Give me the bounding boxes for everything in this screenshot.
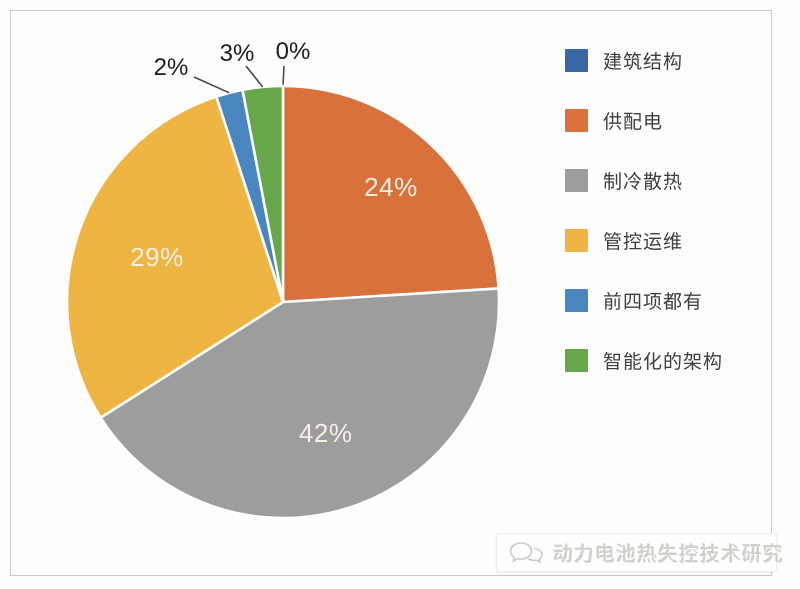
- legend-item-2: 供配电: [565, 108, 723, 133]
- legend-label: 供配电: [603, 111, 664, 133]
- legend-item-1: 建筑结构: [565, 48, 723, 73]
- legend-swatch-icon: [565, 288, 588, 312]
- watermark: 动力电池热失控技术研究: [496, 533, 783, 572]
- chart-border-frame: [10, 10, 772, 576]
- legend-swatch-icon: [565, 168, 588, 192]
- legend-swatch-icon: [565, 108, 588, 132]
- leader-line-1: [282, 65, 285, 87]
- watermark-text: 动力电池热失控技术研究: [553, 544, 784, 566]
- pie-slice-2: [281, 84, 500, 304]
- legend-swatch-icon: [565, 48, 588, 72]
- chart-legend: 建筑结构供配电制冷散热管控运维前四项都有智能化的架构: [565, 48, 723, 408]
- pie-slice-4: [65, 95, 285, 419]
- legend-item-4: 管控运维: [565, 228, 723, 253]
- chat-bubbles-icon: [509, 541, 543, 563]
- legend-swatch-icon: [565, 228, 588, 252]
- pie-slice-label-2: 24%: [364, 172, 418, 203]
- pie-slice-label-1: 0%: [275, 38, 311, 65]
- leader-line-6: [245, 65, 264, 88]
- legend-item-3: 制冷散热: [565, 168, 723, 193]
- legend-swatch-icon: [565, 348, 588, 372]
- pie-slice-label-3: 42%: [298, 418, 353, 449]
- pie-slice-label-4: 29%: [130, 241, 184, 272]
- legend-label: 前四项都有: [603, 291, 704, 313]
- legend-label: 建筑结构: [603, 51, 684, 73]
- pie-slice-label-5: 2%: [153, 54, 189, 81]
- legend-label: 制冷散热: [603, 171, 684, 193]
- legend-label: 管控运维: [603, 231, 684, 253]
- legend-item-6: 智能化的架构: [565, 348, 724, 373]
- leader-line-5: [193, 76, 230, 94]
- legend-item-5: 前四项都有: [565, 288, 723, 313]
- legend-label: 智能化的架构: [603, 351, 724, 373]
- pie-slice-3: [99, 287, 501, 520]
- pie-slice-label-6: 3%: [219, 40, 255, 67]
